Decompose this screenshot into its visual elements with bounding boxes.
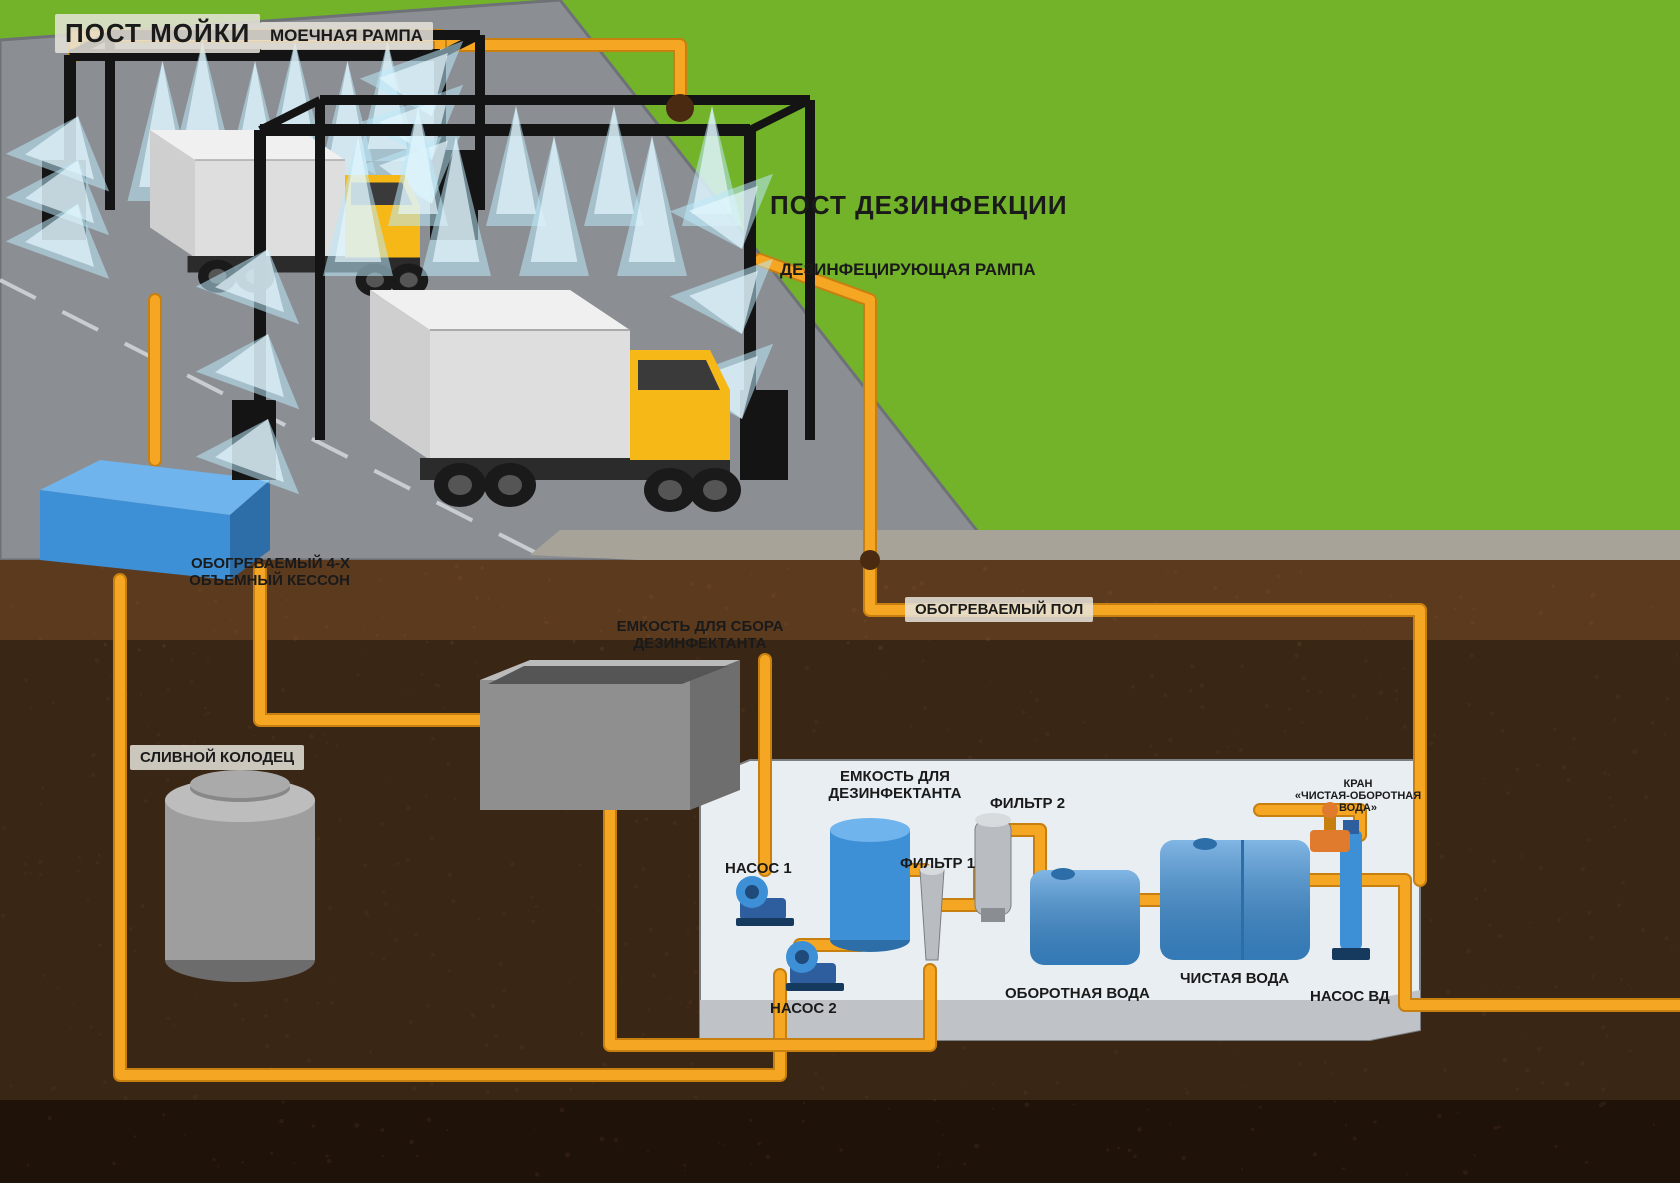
label-disinfection_post: ПОСТ ДЕЗИНФЕКЦИИ [770,190,1068,221]
label-disinfectant_tank: ЕМКОСТЬ ДЛЯДЕЗИНФЕКТАНТА [810,768,980,802]
label-filter1: ФИЛЬТР 1 [900,855,975,872]
label-pump1: НАСОС 1 [725,860,792,877]
label-pump2: НАСОС 2 [770,1000,837,1017]
label-filter2: ФИЛЬТР 2 [990,795,1065,812]
label-hp_pump: НАСОС ВД [1310,988,1390,1005]
label-heated_kesson: ОБОГРЕВАЕМЫЙ 4-ХОБЪЕМНЫЙ КЕССОН [140,555,350,589]
label-clean_water: ЧИСТАЯ ВОДА [1180,970,1289,987]
label-disinfection_ramp: ДЕЗИНФЕЦИРУЮЩАЯ РАМПА [780,260,1036,280]
label-collect_tank: ЕМКОСТЬ ДЛЯ СБОРАДЕЗИНФЕКТАНТА [590,618,810,652]
label-heated_floor: ОБОГРЕВАЕМЫЙ ПОЛ [905,597,1093,622]
label-wash_ramp: МОЕЧНАЯ РАМПА [260,22,433,50]
diagram-canvas: ПОСТ МОЙКИМОЕЧНАЯ РАМПА ПОСТ ДЕЗИНФЕКЦИИ Д… [0,0,1680,1183]
diagram-svg [0,0,1680,1183]
label-valve: КРАН«ЧИСТАЯ-ОБОРОТНАЯ ВОДА» [1278,778,1438,814]
label-recirc_water: ОБОРОТНАЯ ВОДА [1005,985,1150,1002]
label-wash_post: ПОСТ МОЙКИ [55,14,260,53]
label-drain_well: СЛИВНОЙ КОЛОДЕЦ [130,745,304,770]
